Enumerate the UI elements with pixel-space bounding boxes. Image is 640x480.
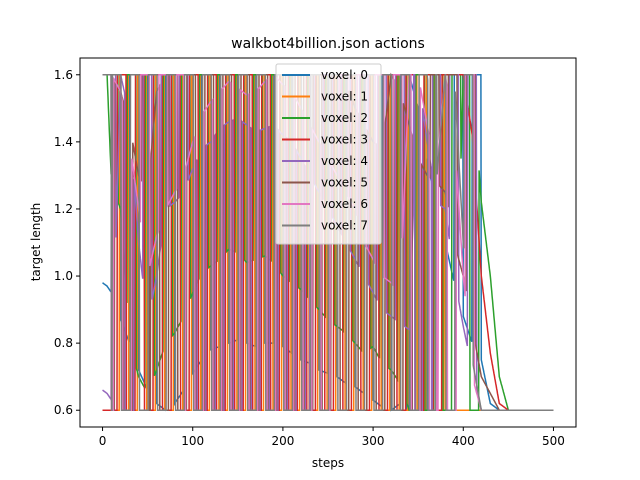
x-tick-label: 100 xyxy=(181,434,204,448)
y-axis-label: target length xyxy=(29,203,43,282)
y-tick-label: 0.8 xyxy=(54,336,73,350)
legend-label: voxel: 7 xyxy=(321,219,368,233)
y-tick-label: 1.2 xyxy=(54,202,73,216)
series-line-voxel-7 xyxy=(102,74,554,411)
legend: voxel: 0 voxel: 1 voxel: 2 voxel: 3 voxel: 4… xyxy=(275,63,382,245)
plot-frame xyxy=(79,57,577,428)
y-axis: 0.6 0.8 1.0 1.2 1.4 1.6 xyxy=(54,68,80,417)
x-tick-label: 0 xyxy=(99,434,107,448)
y-tick-label: 1.0 xyxy=(54,269,73,283)
x-axis-label: steps xyxy=(312,456,344,470)
x-tick-label: 300 xyxy=(362,434,385,448)
x-axis: 0 100 200 300 400 500 xyxy=(99,427,565,448)
y-tick-label: 1.6 xyxy=(54,68,73,82)
legend-box xyxy=(275,63,382,245)
legend-label: voxel: 6 xyxy=(321,197,368,211)
legend-label: voxel: 2 xyxy=(321,111,368,125)
legend-label: voxel: 1 xyxy=(321,90,368,104)
legend-label: voxel: 4 xyxy=(321,154,368,168)
legend-label: voxel: 5 xyxy=(321,176,368,190)
chart-title: walkbot4billion.json actions xyxy=(231,36,425,52)
y-tick-label: 0.6 xyxy=(54,403,73,417)
legend-label: voxel: 3 xyxy=(321,133,368,147)
x-tick-label: 500 xyxy=(542,434,565,448)
x-tick-label: 400 xyxy=(452,434,475,448)
y-tick-label: 1.4 xyxy=(54,135,73,149)
legend-label: voxel: 0 xyxy=(321,68,368,82)
x-tick-label: 200 xyxy=(271,434,294,448)
